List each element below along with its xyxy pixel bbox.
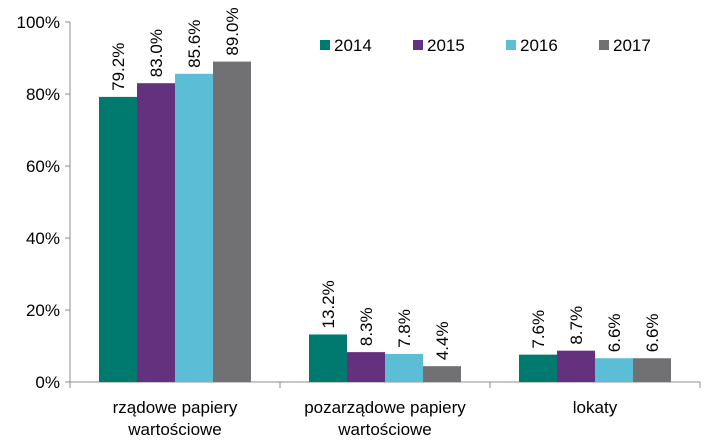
bar-2017-cat0	[213, 61, 251, 382]
chart-category-labels: rządowe papiery wartościowe pozarządowe pa…	[113, 398, 618, 439]
bar-2014-cat0	[99, 96, 137, 382]
legend-swatch-2014	[320, 40, 330, 50]
data-label-2017-cat0: 89.0%	[223, 7, 242, 55]
data-label-2016-cat0: 85.6%	[185, 20, 204, 68]
bar-2016-cat0	[175, 73, 213, 382]
data-label-2014-cat0: 79.2%	[109, 43, 128, 91]
data-label-2015-cat0: 83.0%	[147, 29, 166, 77]
bar-2017-cat1	[423, 366, 461, 382]
category-label: pozarządowe papiery	[304, 398, 466, 417]
bar-2016-cat1	[385, 353, 423, 382]
data-label-2016-cat2: 6.6%	[605, 313, 624, 352]
legend-swatch-2015	[413, 40, 423, 50]
data-label-2014-cat1: 13.2%	[319, 280, 338, 328]
chart-legend: 2014 2015 2016 2017	[320, 36, 651, 55]
bar-2015-cat0	[137, 83, 175, 382]
bar-2014-cat1	[309, 334, 347, 382]
chart-bars	[99, 61, 671, 382]
y-tick-label: 80%	[26, 85, 60, 104]
bar-2014-cat2	[519, 354, 557, 382]
legend-swatch-2017	[599, 40, 609, 50]
chart-data-labels: 79.2% 83.0% 85.6% 89.0% 13.2% 8.3% 7.8% 4.4% 7.6…	[109, 7, 662, 360]
data-label-2016-cat1: 7.8%	[395, 309, 414, 348]
bar-2016-cat2	[595, 358, 633, 382]
legend-swatch-2016	[506, 40, 516, 50]
legend-label-2016: 2016	[520, 36, 558, 55]
data-label-2015-cat1: 8.3%	[357, 307, 376, 346]
bar-2017-cat2	[633, 358, 671, 382]
data-label-2015-cat2: 8.7%	[567, 306, 586, 345]
legend-label-2017: 2017	[613, 36, 651, 55]
legend-label-2015: 2015	[427, 36, 465, 55]
bar-2015-cat1	[347, 352, 385, 382]
data-label-2017-cat1: 4.4%	[433, 321, 452, 360]
data-label-2014-cat2: 7.6%	[529, 310, 548, 349]
y-tick-label: 0%	[35, 373, 60, 392]
legend-label-2014: 2014	[334, 36, 372, 55]
y-tick-label: 40%	[26, 229, 60, 248]
y-tick-label: 20%	[26, 301, 60, 320]
category-label: lokaty	[573, 398, 618, 417]
category-label: rządowe papiery	[113, 398, 238, 417]
category-label: wartościowe	[337, 420, 432, 439]
category-label: wartościowe	[127, 420, 222, 439]
y-tick-label: 60%	[26, 157, 60, 176]
y-tick-label: 100%	[17, 13, 60, 32]
bar-2015-cat2	[557, 350, 595, 382]
data-label-2017-cat2: 6.6%	[643, 313, 662, 352]
